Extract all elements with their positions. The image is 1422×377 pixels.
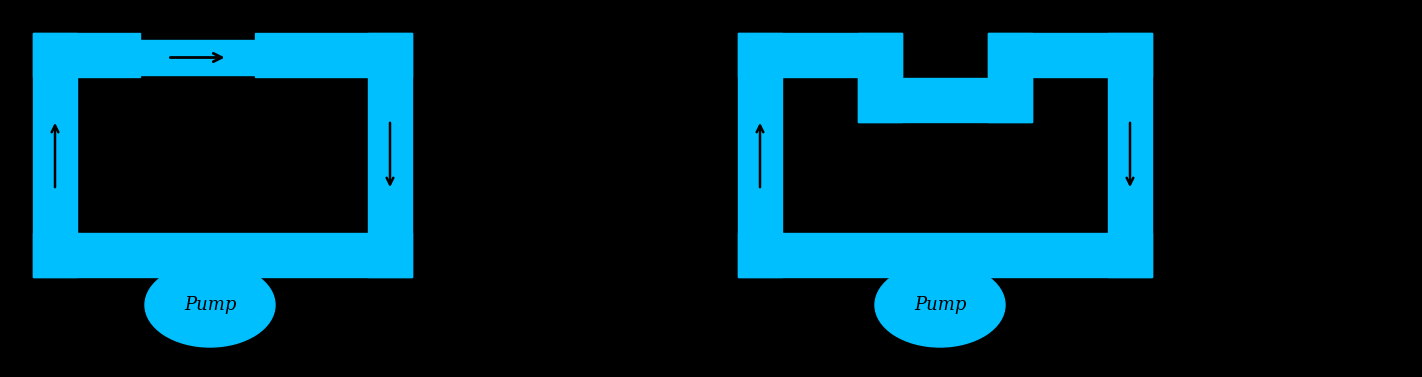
Bar [33,33,77,277]
Bar [738,33,902,77]
Ellipse shape [875,263,1005,347]
Bar [1108,33,1152,277]
Bar [33,233,412,277]
Text: Pump: Pump [183,296,236,314]
Bar [139,40,255,75]
Bar [255,33,412,77]
Bar [988,33,1152,77]
Bar [988,33,1032,122]
Ellipse shape [145,263,274,347]
Bar [857,78,1032,122]
Bar [857,33,902,122]
Bar [33,33,139,77]
Bar [738,233,1152,277]
Text: Pump: Pump [914,296,966,314]
Bar [368,33,412,277]
Bar [738,33,782,277]
